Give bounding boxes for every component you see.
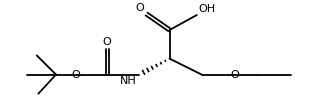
Text: NH: NH: [120, 76, 137, 86]
Text: O: O: [230, 70, 239, 80]
Text: O: O: [103, 37, 112, 47]
Text: OH: OH: [198, 4, 216, 14]
Text: O: O: [135, 3, 144, 13]
Text: O: O: [71, 70, 80, 80]
